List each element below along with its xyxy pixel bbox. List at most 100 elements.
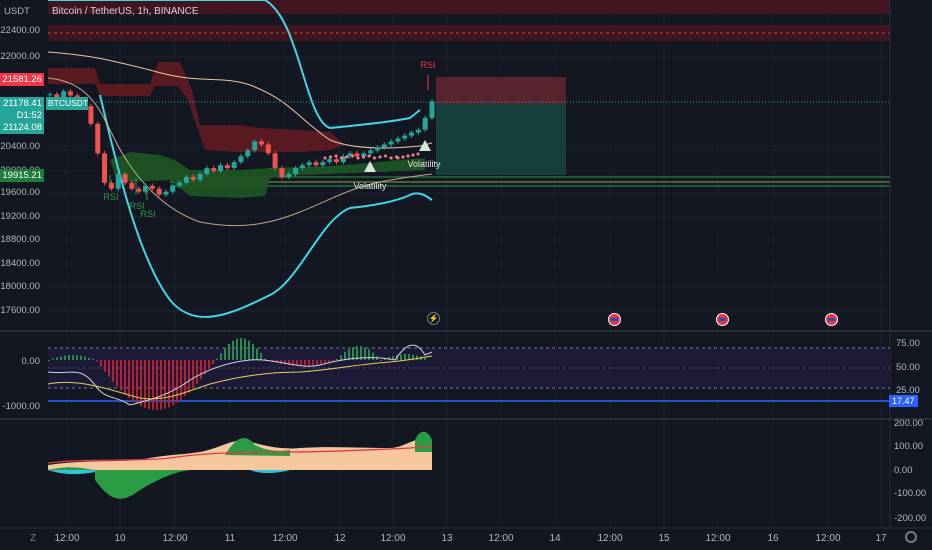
rsi-label-green-1: RSI <box>103 192 119 202</box>
price-tag-red: 21581.26 <box>0 73 44 86</box>
osc-histogram <box>48 338 426 410</box>
chart-title[interactable]: Bitcoin / TetherUS, 1h, BINANCE <box>52 6 199 17</box>
candle-body <box>313 162 319 166</box>
time-tick: 13 <box>441 533 453 544</box>
candles <box>47 88 435 197</box>
histogram-bar <box>60 356 62 360</box>
time-tick: 12:00 <box>162 533 188 544</box>
us-flag-icon[interactable] <box>716 313 729 326</box>
candle-body <box>279 168 285 177</box>
candle-body <box>224 165 230 169</box>
signal-marker <box>367 154 371 158</box>
candle-body <box>415 129 421 133</box>
osc-right-tick: 25.00 <box>896 385 920 396</box>
histogram-bar <box>296 360 298 366</box>
histogram-bar <box>264 358 266 360</box>
histogram-bar <box>380 360 382 361</box>
histogram-bar <box>104 360 106 372</box>
histogram-bar <box>132 360 134 402</box>
signal-marker <box>383 154 388 158</box>
time-tick: 12:00 <box>380 533 406 544</box>
candle-body <box>204 168 210 174</box>
histogram-bar <box>192 360 194 389</box>
histogram-bar <box>224 348 226 360</box>
histogram-bar <box>284 360 286 365</box>
signal-marker <box>356 156 360 160</box>
resistance-zone <box>48 0 890 14</box>
candle-body <box>327 159 333 163</box>
osc-right-tick: 75.00 <box>896 338 920 349</box>
target-zone <box>436 104 566 175</box>
candle-body <box>265 144 271 154</box>
osc-left-tick: 0.00 <box>21 356 41 367</box>
histogram-bar <box>368 349 370 360</box>
candle-body <box>245 150 251 157</box>
candle-body <box>102 153 108 183</box>
signal-marker <box>406 154 410 158</box>
histogram-bar <box>108 360 110 377</box>
cloud-green <box>110 152 425 198</box>
histogram-bar <box>280 360 282 364</box>
histogram-bar <box>260 353 262 360</box>
stop-zone <box>436 77 566 104</box>
bolt-icon[interactable]: ⚡ <box>427 312 440 325</box>
histogram-bar <box>252 343 254 360</box>
candle-body <box>299 165 305 169</box>
support-price-tag: 19915.21 <box>0 169 44 182</box>
histogram-bar <box>316 360 318 365</box>
signal-marker <box>378 155 382 159</box>
candle-body <box>61 91 67 98</box>
histogram-bar <box>352 347 354 360</box>
us-flag-icon[interactable] <box>608 313 621 326</box>
us-flag-icon[interactable] <box>825 313 838 326</box>
candle-body <box>156 188 162 195</box>
histogram-bar <box>68 355 70 360</box>
signal-marker <box>339 156 344 160</box>
histogram-bar <box>88 357 90 360</box>
histogram-bar <box>156 360 158 410</box>
histogram-bar <box>152 360 154 410</box>
time-tick: 12:00 <box>815 533 841 544</box>
histogram-bar <box>288 360 290 366</box>
candle-body <box>183 176 189 183</box>
time-tick: 14 <box>549 533 561 544</box>
time-tick: 12:00 <box>705 533 731 544</box>
candle-body <box>143 185 148 192</box>
timezone-button[interactable]: Z <box>30 533 37 544</box>
histogram-bar <box>128 360 130 399</box>
histogram-bar <box>276 360 278 363</box>
bollinger-upper <box>48 0 421 130</box>
candle-body <box>334 159 339 163</box>
histogram-bar <box>348 348 350 360</box>
histogram-bar <box>384 358 386 360</box>
signal-marker <box>416 152 420 156</box>
histogram-bar <box>204 360 206 375</box>
histogram-bar <box>256 348 258 360</box>
osc2-green-area <box>48 467 190 499</box>
candle-body <box>47 94 53 96</box>
histogram-bar <box>168 360 170 408</box>
time-tick: 12:00 <box>597 533 623 544</box>
signal-marker <box>334 154 338 158</box>
histogram-bar <box>416 355 418 360</box>
signal-markers <box>323 152 420 160</box>
candle-body <box>354 153 360 157</box>
price-tick: 17600.00 <box>0 305 40 316</box>
candle-body <box>340 156 346 163</box>
histogram-bar <box>48 360 50 361</box>
time-tick: 17 <box>875 533 887 544</box>
candle-body <box>231 162 237 169</box>
countdown-tag: D1:52 <box>0 109 44 122</box>
histogram-bar <box>64 355 66 360</box>
signal-marker <box>372 156 377 160</box>
rsi-label-green-3: RSI <box>140 209 156 219</box>
histogram-bar <box>340 355 342 360</box>
signal-marker <box>345 155 349 159</box>
candle-body <box>122 173 128 183</box>
histogram-bar <box>308 360 310 366</box>
candle-body <box>422 117 428 130</box>
price-tick: 19600.00 <box>0 187 40 198</box>
histogram-bar <box>392 355 394 360</box>
settings-gear-icon[interactable] <box>905 531 917 543</box>
